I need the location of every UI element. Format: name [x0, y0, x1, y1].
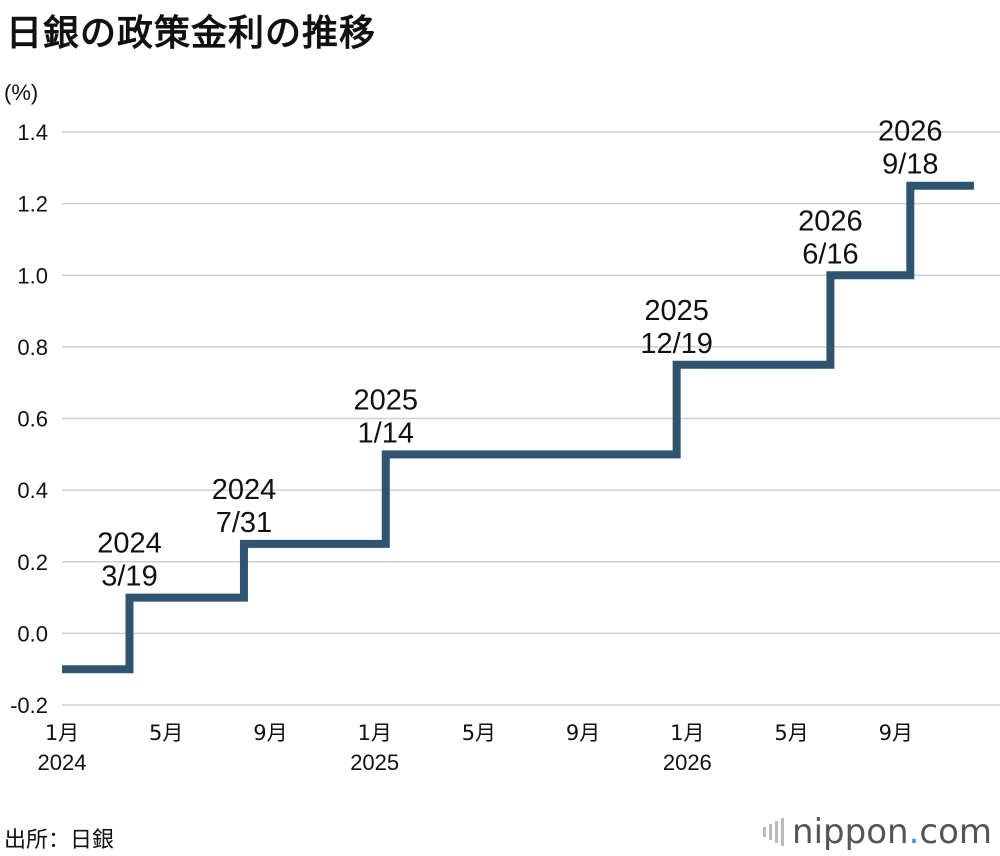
- annotation-year: 2026: [878, 116, 943, 148]
- y-tick-label: 1.0: [17, 263, 48, 288]
- x-tick-label: 5月: [149, 721, 183, 745]
- annotation-date: 9/18: [882, 149, 938, 181]
- y-axis-unit-label: (%): [4, 80, 39, 105]
- source-note: 出所：日銀: [4, 828, 115, 853]
- x-tick-label: 1月: [45, 721, 79, 745]
- series-layer: [62, 181, 974, 674]
- y-tick-label: 0.6: [17, 407, 48, 432]
- x-tick-label: 5月: [462, 721, 496, 745]
- brand-domain: com: [919, 812, 992, 852]
- brand-logo: nippon. com: [763, 812, 992, 852]
- y-tick-label: 0.8: [17, 335, 48, 360]
- annotation-year: 2025: [354, 384, 419, 416]
- y-axis-ticks: 1.4 1.2 1.0 0.8 0.6 0.4 0.2 0.0 -0.2: [10, 120, 48, 718]
- x-tick-label: 9月: [566, 721, 600, 745]
- y-tick-label: 0.4: [17, 478, 48, 503]
- x-tick-year-label: 2026: [663, 750, 712, 775]
- x-tick-label: 9月: [253, 721, 287, 745]
- policy-rate-line: [62, 181, 974, 674]
- x-tick-label: 1月: [670, 721, 704, 745]
- annotation-year: 2025: [644, 295, 709, 327]
- y-tick-label: 1.4: [17, 120, 48, 145]
- annotation-year: 2024: [97, 528, 162, 560]
- x-axis-ticks: 1月 2024 5月 9月 1月 2025 5月 9月 1月 2026 5月 9月: [38, 721, 913, 775]
- x-tick-label: 1月: [357, 721, 391, 745]
- annotation-date: 12/19: [640, 328, 713, 360]
- annotation-date: 6/16: [802, 238, 858, 270]
- brand-dot: .: [908, 812, 920, 852]
- annotation-layer: 20243/1920247/3120251/14202512/1920266/1…: [97, 116, 942, 593]
- y-tick-label: 0.0: [17, 621, 48, 646]
- brand-name: nippon: [792, 812, 909, 852]
- y-tick-label: -0.2: [10, 693, 48, 718]
- annotation-date: 7/31: [216, 507, 272, 539]
- brand-bars-icon: [763, 818, 785, 846]
- y-tick-label: 0.2: [17, 550, 48, 575]
- x-tick-label: 5月: [774, 721, 808, 745]
- chart-title: 日銀の政策金利の推移: [6, 13, 377, 54]
- x-tick-label: 9月: [879, 721, 913, 745]
- annotation-date: 3/19: [101, 561, 157, 593]
- x-tick-year-label: 2024: [38, 750, 87, 775]
- annotation-date: 1/14: [358, 417, 414, 449]
- annotation-year: 2024: [212, 474, 277, 506]
- y-tick-label: 1.2: [17, 192, 48, 217]
- grid-lines: [62, 131, 1000, 706]
- x-tick-year-label: 2025: [350, 750, 399, 775]
- annotation-year: 2026: [798, 205, 863, 237]
